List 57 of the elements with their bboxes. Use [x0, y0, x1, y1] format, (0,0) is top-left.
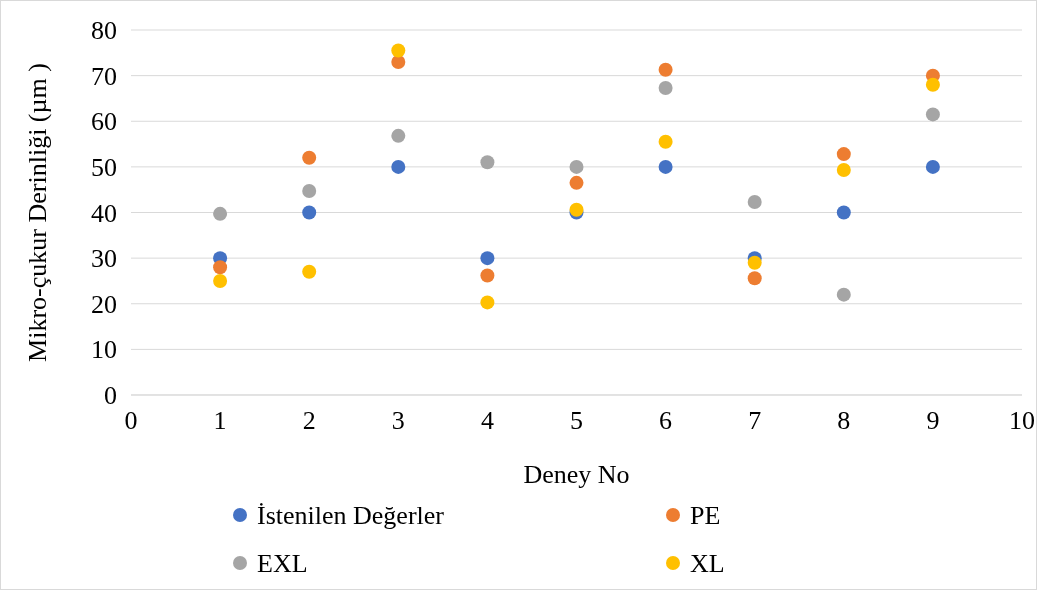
point: [836, 287, 851, 302]
x-tick-label: 5: [570, 406, 583, 435]
y-tick-label: 0: [104, 381, 117, 411]
point: [480, 155, 495, 170]
point: [569, 175, 584, 190]
point: [925, 107, 940, 122]
x-tick-label: 9: [926, 406, 940, 435]
point: [391, 159, 406, 174]
x-tick-label: 10: [1009, 406, 1035, 435]
y-tick-label: 70: [91, 61, 117, 91]
x-tick-label: 8: [837, 406, 851, 435]
x-tick-label: 3: [391, 406, 405, 435]
point: [213, 206, 228, 221]
y-tick-label: 30: [91, 244, 117, 274]
y-tick-label: 80: [91, 16, 117, 46]
point: [658, 159, 673, 174]
x-axis-title: Deney No: [523, 460, 630, 489]
x-tick-label: 1: [213, 406, 227, 435]
point: [302, 184, 317, 199]
x-tick-label: 7: [748, 406, 762, 435]
point: [302, 264, 317, 279]
point: [747, 255, 762, 270]
point: [480, 295, 495, 310]
y-tick-label: 10: [91, 335, 117, 365]
legend-label: EXL: [257, 549, 308, 579]
point: [480, 268, 495, 283]
point: [836, 147, 851, 162]
point: [302, 150, 317, 165]
legend-label: PE: [690, 501, 721, 531]
point: [391, 43, 406, 58]
legend-label: İstenilen Değerler: [257, 501, 445, 531]
x-tick-label: 2: [302, 406, 316, 435]
point: [569, 159, 584, 174]
point: [747, 195, 762, 210]
x-tick-label: 6: [659, 406, 673, 435]
point: [658, 62, 673, 77]
x-tick-label: 4: [480, 406, 494, 435]
y-tick-label: 50: [91, 152, 117, 182]
legend-label: XL: [690, 549, 725, 579]
point: [391, 128, 406, 143]
point: [213, 273, 228, 288]
point: [836, 163, 851, 178]
point: [925, 159, 940, 174]
point: [658, 80, 673, 95]
y-tick-label: 60: [91, 107, 117, 137]
point: [391, 54, 406, 69]
y-tick-label: 40: [91, 198, 117, 228]
point: [480, 251, 495, 266]
point: [836, 205, 851, 220]
point: [213, 260, 228, 275]
point: [302, 205, 317, 220]
point: [658, 134, 673, 149]
y-axis-title: Mikro-çukur Derinliği (µm ): [23, 63, 52, 362]
y-tick-label: 20: [91, 289, 117, 319]
x-tick-label: 0: [124, 406, 138, 435]
point: [925, 77, 940, 92]
point: [747, 271, 762, 286]
